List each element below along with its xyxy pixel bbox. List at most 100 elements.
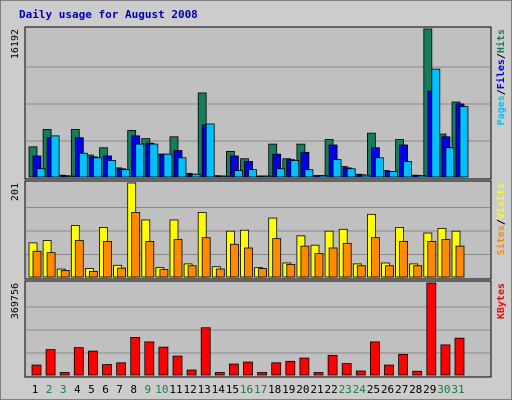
- bar-pages-day-20: [304, 169, 314, 178]
- x-tick-day-25: 25: [367, 383, 380, 396]
- bar-kbytes-day-21: [313, 372, 324, 376]
- x-tick-day-28: 28: [409, 383, 422, 396]
- chart-title: Daily usage for August 2008: [19, 8, 198, 21]
- bar-kbytes-day-15: [228, 363, 239, 376]
- x-tick-day-7: 7: [116, 383, 123, 396]
- x-tick-day-1: 1: [32, 383, 39, 396]
- bar-pages-day-21: [318, 175, 328, 178]
- bar-sites-day-20: [300, 245, 310, 278]
- bar-pages-day-27: [403, 161, 413, 178]
- legend-pages: Pages: [496, 95, 507, 125]
- bar-kbytes-day-22: [327, 354, 338, 376]
- bar-kbytes-day-13: [200, 327, 211, 376]
- bar-pages-day-10: [163, 153, 173, 178]
- bar-sites-day-9: [145, 241, 155, 278]
- legend-hits: Hits: [495, 29, 507, 53]
- bar-kbytes-day-17: [257, 372, 268, 376]
- bar-sites-day-26: [385, 265, 394, 278]
- bar-kbytes-day-16: [243, 361, 253, 376]
- x-tick-day-9: 9: [144, 383, 151, 396]
- bar-sites-day-22: [328, 247, 338, 278]
- bar-pages-day-7: [121, 169, 130, 178]
- bar-kbytes-day-6: [102, 364, 112, 376]
- x-tick-day-22: 22: [324, 383, 337, 396]
- bar-pages-day-16: [248, 169, 257, 178]
- legend-panel-3: KBytes: [496, 283, 507, 319]
- chart-panels: 16192Pages/Files/Hits201Sites/Visits3697…: [10, 26, 507, 378]
- bar-kbytes-day-26: [384, 364, 394, 376]
- bar-sites-day-3: [60, 270, 70, 278]
- bar-kbytes-day-25: [369, 341, 380, 376]
- legend-sites: Sites: [495, 225, 507, 255]
- bar-pages-day-17: [262, 175, 272, 178]
- bar-sites-day-1: [32, 250, 42, 278]
- bar-kbytes-day-2: [45, 349, 56, 376]
- x-tick-day-31: 31: [451, 383, 464, 396]
- legend-separator: /: [496, 89, 507, 95]
- x-tick-day-6: 6: [102, 383, 109, 396]
- bar-kbytes-day-27: [398, 353, 409, 376]
- bar-pages-day-2: [50, 135, 60, 178]
- bar-sites-day-21: [314, 253, 324, 278]
- legend-panel-1: Pages/Files/Hits: [495, 29, 507, 125]
- bar-pages-day-31: [459, 106, 469, 178]
- plot-area: [24, 280, 492, 378]
- bar-sites-day-5: [89, 270, 98, 278]
- bar-sites-day-23: [342, 242, 352, 278]
- x-tick-day-11: 11: [169, 383, 182, 396]
- bar-sites-day-30: [441, 239, 451, 278]
- bar-pages-day-28: [417, 175, 427, 178]
- bar-pages-day-25: [374, 157, 384, 178]
- bar-pages-day-14: [219, 175, 229, 178]
- bar-kbytes-day-24: [355, 370, 366, 376]
- bar-kbytes-day-14: [214, 372, 225, 376]
- bar-sites-day-13: [201, 237, 211, 278]
- bar-kbytes-day-30: [440, 344, 451, 376]
- bar-sites-day-11: [173, 239, 183, 278]
- x-tick-day-10: 10: [155, 383, 168, 396]
- bar-kbytes-day-8: [130, 337, 141, 376]
- x-tick-day-5: 5: [88, 383, 95, 396]
- x-tick-day-30: 30: [437, 383, 450, 396]
- bar-kbytes-day-31: [454, 337, 465, 376]
- bar-pages-day-13: [205, 123, 215, 178]
- bar-pages-day-29: [431, 68, 441, 178]
- bar-kbytes-day-23: [341, 363, 352, 376]
- bar-sites-day-7: [117, 267, 126, 278]
- x-tick-day-20: 20: [296, 383, 309, 396]
- bar-pages-day-30: [445, 147, 455, 178]
- bar-pages-day-22: [332, 159, 342, 178]
- bar-kbytes-day-19: [285, 360, 296, 376]
- x-tick-day-18: 18: [268, 383, 281, 396]
- bar-pages-day-4: [78, 152, 88, 178]
- x-tick-day-4: 4: [74, 383, 81, 396]
- bar-sites-day-17: [258, 268, 268, 278]
- x-tick-day-3: 3: [60, 383, 67, 396]
- bar-sites-day-25: [370, 237, 380, 278]
- y-max-label: 369756: [10, 283, 21, 319]
- bar-kbytes-day-18: [271, 362, 282, 376]
- legend-panel-2: Sites/Visits: [495, 183, 507, 255]
- panel-2: 201 Sites/Visits: [10, 180, 507, 280]
- bar-sites-day-16: [244, 247, 253, 278]
- bar-sites-day-6: [103, 241, 112, 278]
- x-tick-day-13: 13: [198, 383, 211, 396]
- legend-separator: /: [496, 219, 507, 225]
- bar-sites-day-2: [46, 252, 56, 278]
- bar-sites-day-12: [187, 265, 197, 278]
- bar-sites-day-19: [286, 263, 296, 278]
- x-tick-day-27: 27: [395, 383, 408, 396]
- x-tick-day-17: 17: [254, 383, 267, 396]
- legend-kbytes: KBytes: [496, 283, 507, 319]
- bar-kbytes-day-11: [172, 355, 183, 376]
- bar-pages-day-12: [191, 173, 201, 178]
- bar-pages-day-9: [149, 143, 159, 178]
- plot-area: [24, 180, 492, 280]
- bar-sites-day-24: [356, 265, 366, 278]
- bar-sites-day-31: [455, 245, 465, 278]
- bar-kbytes-day-20: [299, 357, 310, 376]
- x-tick-day-21: 21: [310, 383, 323, 396]
